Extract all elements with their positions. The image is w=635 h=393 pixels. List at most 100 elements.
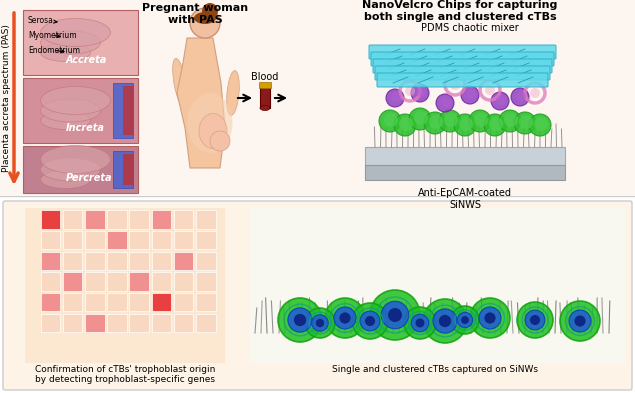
Circle shape xyxy=(534,117,548,131)
Bar xyxy=(107,231,127,249)
FancyBboxPatch shape xyxy=(375,66,550,80)
Circle shape xyxy=(459,117,473,131)
Circle shape xyxy=(444,113,458,127)
Bar xyxy=(130,211,149,229)
Circle shape xyxy=(504,113,518,127)
Bar xyxy=(174,293,194,311)
Circle shape xyxy=(210,131,230,151)
Bar xyxy=(63,293,83,311)
Bar xyxy=(63,314,83,332)
Bar xyxy=(23,78,138,143)
Circle shape xyxy=(439,110,461,132)
Bar xyxy=(113,151,133,188)
Bar xyxy=(130,314,149,332)
Circle shape xyxy=(424,112,446,134)
Text: Blood: Blood xyxy=(251,72,279,82)
Circle shape xyxy=(441,97,451,107)
Circle shape xyxy=(485,85,495,95)
Bar xyxy=(174,272,194,291)
Bar xyxy=(196,231,216,249)
Circle shape xyxy=(454,114,476,136)
FancyBboxPatch shape xyxy=(3,201,632,390)
Bar xyxy=(85,272,105,291)
Circle shape xyxy=(316,319,324,327)
Circle shape xyxy=(325,298,365,338)
Circle shape xyxy=(519,115,533,129)
Ellipse shape xyxy=(41,145,110,173)
Ellipse shape xyxy=(41,112,91,130)
Circle shape xyxy=(457,312,472,328)
Bar xyxy=(63,231,83,249)
Circle shape xyxy=(516,91,526,101)
FancyBboxPatch shape xyxy=(373,59,552,73)
Circle shape xyxy=(416,87,426,97)
Circle shape xyxy=(525,310,545,330)
Bar xyxy=(152,293,171,311)
Circle shape xyxy=(411,84,429,102)
Circle shape xyxy=(423,299,467,343)
Circle shape xyxy=(474,113,488,127)
Circle shape xyxy=(288,308,312,332)
Ellipse shape xyxy=(194,12,216,24)
FancyBboxPatch shape xyxy=(377,73,548,87)
Circle shape xyxy=(491,92,509,110)
Bar xyxy=(107,211,127,229)
Bar xyxy=(85,211,105,229)
Circle shape xyxy=(409,108,431,130)
Circle shape xyxy=(479,307,501,329)
Circle shape xyxy=(394,114,416,136)
Ellipse shape xyxy=(173,58,187,108)
Bar xyxy=(196,314,216,332)
Ellipse shape xyxy=(41,18,110,46)
Circle shape xyxy=(365,316,375,326)
Ellipse shape xyxy=(41,171,91,189)
Bar xyxy=(130,293,149,311)
Circle shape xyxy=(451,306,479,334)
Circle shape xyxy=(405,86,415,96)
Text: Anti-EpCAM-coated
SiNWS: Anti-EpCAM-coated SiNWS xyxy=(418,188,512,209)
Circle shape xyxy=(450,80,460,90)
Bar xyxy=(196,252,216,270)
Circle shape xyxy=(381,301,409,329)
Bar xyxy=(107,252,127,270)
Text: Single and clustered cTBs captured on SiNWs: Single and clustered cTBs captured on Si… xyxy=(332,365,538,374)
Circle shape xyxy=(461,316,469,324)
Bar xyxy=(174,314,194,332)
Circle shape xyxy=(470,298,510,338)
Bar xyxy=(41,211,60,229)
Circle shape xyxy=(575,316,585,327)
Circle shape xyxy=(461,86,479,104)
FancyBboxPatch shape xyxy=(371,52,554,66)
Bar xyxy=(130,252,149,270)
Bar xyxy=(63,252,83,270)
Bar xyxy=(152,211,171,229)
Bar xyxy=(85,231,105,249)
Circle shape xyxy=(404,307,436,339)
Ellipse shape xyxy=(41,86,110,114)
Circle shape xyxy=(530,88,540,98)
Circle shape xyxy=(433,309,457,333)
Circle shape xyxy=(202,3,218,19)
Ellipse shape xyxy=(41,44,91,61)
Ellipse shape xyxy=(199,114,227,149)
Circle shape xyxy=(379,110,401,132)
Bar xyxy=(152,252,171,270)
Circle shape xyxy=(384,113,398,127)
Bar xyxy=(259,82,271,88)
Circle shape xyxy=(294,314,306,326)
Text: Accreta: Accreta xyxy=(65,55,107,65)
Text: PDMS chaotic mixer: PDMS chaotic mixer xyxy=(421,23,519,33)
Bar xyxy=(152,314,171,332)
Circle shape xyxy=(360,311,380,331)
Circle shape xyxy=(560,301,600,341)
Text: Confirmation of cTBs' trophoblast origin
by detecting trophoblast-specific genes: Confirmation of cTBs' trophoblast origin… xyxy=(35,365,215,384)
FancyBboxPatch shape xyxy=(369,45,556,59)
Circle shape xyxy=(496,95,506,105)
Bar xyxy=(123,86,133,135)
Circle shape xyxy=(388,308,402,322)
Bar xyxy=(25,208,225,363)
Circle shape xyxy=(305,308,335,338)
Circle shape xyxy=(386,89,404,107)
Ellipse shape xyxy=(41,99,100,122)
Ellipse shape xyxy=(41,31,100,54)
